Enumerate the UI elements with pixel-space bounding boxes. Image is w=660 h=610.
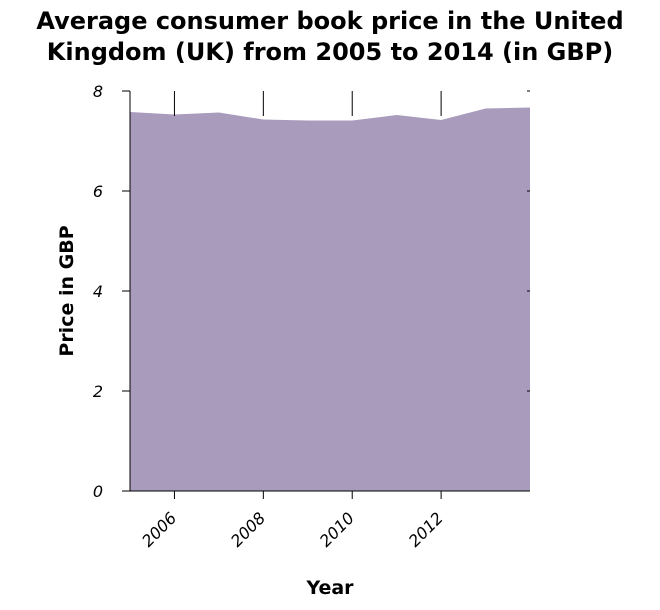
- area-layer: [130, 107, 530, 491]
- y-tick-label-4: 4: [93, 282, 103, 301]
- x-axis-title: Year: [305, 577, 354, 599]
- y-axis-title: Price in GBP: [56, 225, 78, 356]
- y-tick-label-2: 2: [93, 382, 103, 401]
- y-tick-label-0: 0: [93, 482, 103, 501]
- x-tick-label-2010: 2010: [316, 508, 358, 550]
- x-tick-label-2012: 2012: [405, 508, 447, 550]
- y-tick-label-8: 8: [93, 82, 103, 101]
- area-series-0: [130, 107, 530, 491]
- chart-title-line-2: Kingdom (UK) from 2005 to 2014 (in GBP): [46, 38, 614, 66]
- y-tick-label-6: 6: [93, 182, 103, 201]
- chart-title-line-1: Average consumer book price in the Unite…: [36, 7, 624, 35]
- x-tick-label-2006: 2006: [138, 508, 180, 550]
- axis-layer: [122, 90, 530, 499]
- chart-title: Average consumer book price in the Unite…: [0, 6, 660, 68]
- x-tick-label-2008: 2008: [227, 508, 269, 550]
